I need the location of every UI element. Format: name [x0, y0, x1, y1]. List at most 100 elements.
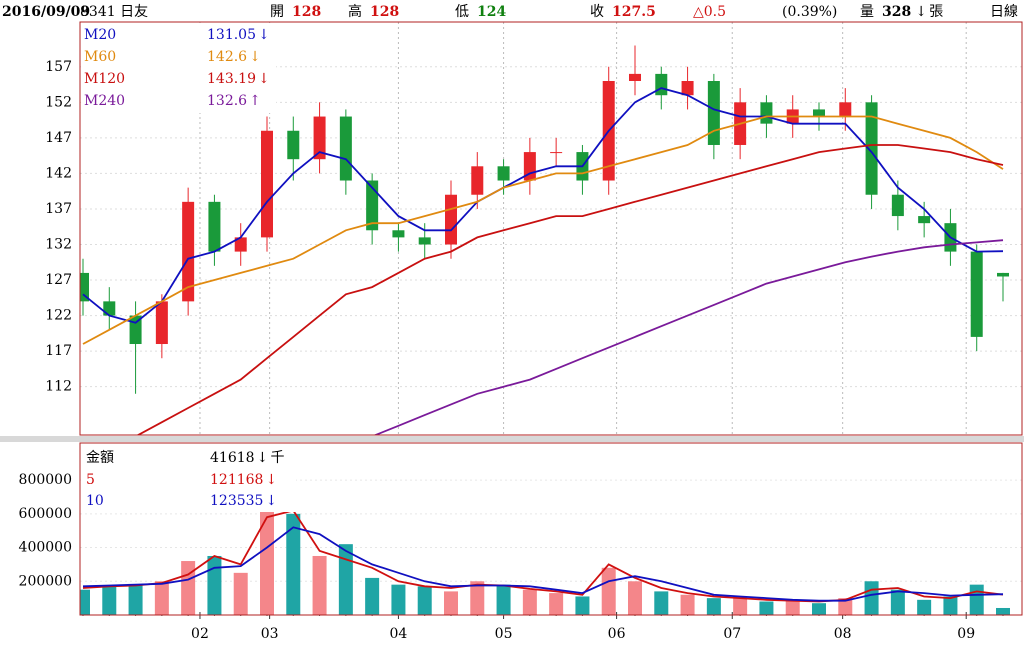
- volume-bar: [890, 589, 905, 615]
- legend-box: [81, 444, 296, 512]
- candle-body: [497, 166, 510, 181]
- y-tick-label: 112: [45, 379, 72, 395]
- field-label: 開: [270, 4, 284, 20]
- field-value: (0.39%): [782, 4, 837, 20]
- field-label: 量: [860, 4, 874, 20]
- y-tick-label: 147: [45, 130, 72, 146]
- field-value: 124: [477, 4, 506, 20]
- legend-name: 10: [86, 493, 104, 509]
- volume-bar: [207, 555, 222, 615]
- x-tick-label: 05: [495, 626, 513, 642]
- legend-value: 41618: [210, 450, 255, 466]
- y-tick-label: 132: [45, 236, 72, 252]
- legend-arrow: ↓: [265, 472, 277, 488]
- field-value: 127.5: [612, 4, 656, 20]
- volume-bar: [680, 594, 695, 615]
- legend-name: 5: [86, 472, 95, 488]
- legend-name: 金額: [86, 450, 114, 466]
- y-tick-label: 117: [45, 343, 72, 359]
- field-label: 收: [590, 4, 604, 20]
- volume-bar: [996, 607, 1010, 615]
- volume-bar: [154, 581, 169, 615]
- volume-bar: [759, 601, 774, 615]
- volume-bar: [864, 581, 879, 615]
- candle-body: [418, 237, 431, 245]
- candle-body: [471, 166, 484, 195]
- candle-body: [392, 230, 405, 238]
- volume-bar: [181, 561, 196, 615]
- volume-bar: [470, 581, 485, 615]
- volume-bar: [601, 567, 616, 615]
- ma-line: [82, 87, 1004, 324]
- volume-bar: [838, 598, 853, 615]
- date: 2016/09/09: [2, 4, 90, 20]
- volume-bar: [312, 555, 327, 615]
- legend-arrow: ↓: [258, 27, 270, 43]
- candle-body: [366, 180, 379, 231]
- candle-body: [655, 73, 668, 96]
- candle-body: [997, 272, 1009, 277]
- field-unit: 張: [929, 4, 943, 20]
- field-label: 高: [348, 3, 362, 20]
- candle-body: [813, 109, 825, 117]
- field-label: 低: [455, 4, 469, 20]
- stock: 8341 日友: [80, 4, 148, 20]
- separator: [0, 436, 1024, 442]
- legend-name: M20: [84, 27, 116, 43]
- legend-value: 121168: [210, 472, 263, 488]
- volume-bar: [286, 513, 301, 615]
- volume-bar: [80, 589, 90, 615]
- legend-box: [81, 23, 276, 113]
- legend-value: 132.6: [207, 93, 247, 109]
- volume-bar: [444, 591, 458, 615]
- candle-body: [681, 81, 694, 96]
- candle-body: [707, 81, 720, 145]
- candle-body: [445, 194, 457, 245]
- volume-bar: [496, 584, 511, 615]
- volume-bar: [260, 510, 274, 615]
- x-tick-label: 08: [834, 626, 852, 642]
- candle-body: [261, 130, 273, 238]
- ma-line: [373, 239, 1004, 435]
- candle-body: [760, 102, 773, 124]
- y-tick-label: 152: [45, 94, 72, 110]
- ma-line: [136, 144, 1004, 435]
- field-value: 328: [882, 4, 911, 20]
- field-value: △0.5: [693, 4, 726, 20]
- candle-body: [155, 301, 168, 345]
- y-tick-label: 800000: [19, 472, 72, 488]
- field-value: 128: [292, 4, 321, 20]
- field-value: 128: [370, 4, 399, 20]
- volume-bar: [549, 593, 564, 615]
- legend-arrow: ↑: [249, 93, 261, 109]
- ma-line: [82, 526, 1004, 602]
- legend-arrow: ↓: [258, 71, 270, 87]
- x-tick-label: 09: [957, 626, 975, 642]
- candle-body: [629, 73, 641, 81]
- price-panel: [79, 21, 1023, 436]
- volume-bar: [102, 586, 117, 615]
- legend-name: M60: [84, 49, 116, 65]
- volume-bar: [654, 591, 669, 615]
- candle-body: [891, 194, 904, 217]
- volume-bar: [706, 598, 721, 615]
- volume-bar: [338, 544, 353, 615]
- volume-bar: [365, 577, 380, 615]
- ma-line: [82, 115, 1004, 345]
- legend-name: M120: [84, 71, 125, 87]
- candle-body: [182, 201, 195, 302]
- legend-arrow: ↓: [249, 49, 261, 65]
- volume-bar: [628, 581, 642, 615]
- volume-bar: [917, 599, 932, 615]
- field-value: 日線: [990, 4, 1018, 20]
- volume-bar: [785, 599, 800, 615]
- legend-unit: 千: [271, 450, 285, 466]
- legend-value: 142.6: [207, 49, 247, 65]
- y-tick-label: 137: [45, 201, 72, 217]
- y-tick-label: 400000: [19, 540, 72, 556]
- field-arrow: ↓: [915, 4, 927, 20]
- legend-value: 123535: [210, 493, 263, 509]
- candle-body: [839, 102, 852, 117]
- x-tick-label: 04: [390, 626, 408, 642]
